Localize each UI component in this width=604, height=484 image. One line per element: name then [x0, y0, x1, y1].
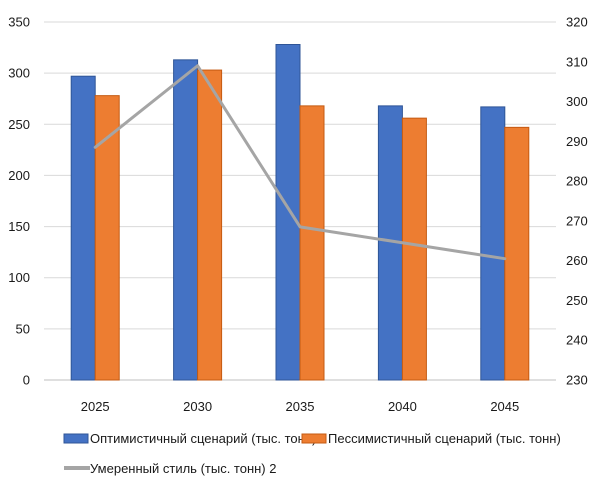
y-axis-right-tick-label: 320: [566, 15, 588, 30]
legend-swatch-pessimistic: [301, 433, 327, 444]
axis-layer: 0 50 100 150 200 250 300 350 230 240 250 260 270 280 2…: [8, 15, 587, 415]
y-axis-right-tick-label: 260: [566, 253, 588, 268]
y-axis-left-tick-label: 250: [8, 117, 30, 132]
bar-pessimistic: [299, 105, 325, 381]
bar-pessimistic: [197, 69, 223, 381]
y-axis-right-tick-label: 250: [566, 293, 588, 308]
bar-optimistic: [275, 44, 301, 381]
y-axis-right-tick-label: 230: [566, 373, 588, 388]
y-axis-right-tick-label: 280: [566, 174, 588, 189]
bar-optimistic: [173, 59, 199, 381]
legend: Оптимистичный сценарий (тыс. тонн) Пессим…: [63, 431, 561, 476]
legend-label: Умеренный стиль (тыс. тонн) 2: [90, 461, 276, 476]
y-axis-left-tick-label: 150: [8, 219, 30, 234]
y-axis-right-tick-label: 310: [566, 54, 588, 69]
legend-label: Оптимистичный сценарий (тыс. тонн): [90, 431, 316, 446]
y-axis-left-tick-label: 200: [8, 168, 30, 183]
line-moderate: [93, 64, 507, 261]
x-axis-tick-label: 2040: [388, 399, 417, 414]
y-axis-left-tick-label: 50: [16, 321, 30, 336]
y-axis-right-tick-label: 300: [566, 94, 588, 109]
y-axis-left-tick-label: 350: [8, 15, 30, 30]
y-axis-right-tick-label: 290: [566, 134, 588, 149]
bar-pessimistic: [504, 126, 530, 381]
y-axis-left-tick-label: 100: [8, 270, 30, 285]
bar-optimistic: [70, 75, 96, 381]
bar-pessimistic: [401, 117, 427, 381]
y-axis-left-tick-label: 300: [8, 66, 30, 81]
y-axis-right-tick-label: 270: [566, 213, 588, 228]
bar-optimistic: [480, 106, 506, 381]
x-axis-tick-label: 2025: [81, 399, 110, 414]
y-axis-right-tick-label: 240: [566, 333, 588, 348]
legend-label: Пессимистичный сценарий (тыс. тонн): [328, 431, 561, 446]
legend-swatch-optimistic: [63, 433, 89, 444]
line-layer: [93, 64, 507, 261]
x-axis-tick-label: 2035: [286, 399, 315, 414]
bars-layer: [70, 44, 530, 381]
x-axis-tick-label: 2045: [490, 399, 519, 414]
y-axis-left-tick-label: 0: [23, 373, 30, 388]
x-axis-tick-label: 2030: [183, 399, 212, 414]
